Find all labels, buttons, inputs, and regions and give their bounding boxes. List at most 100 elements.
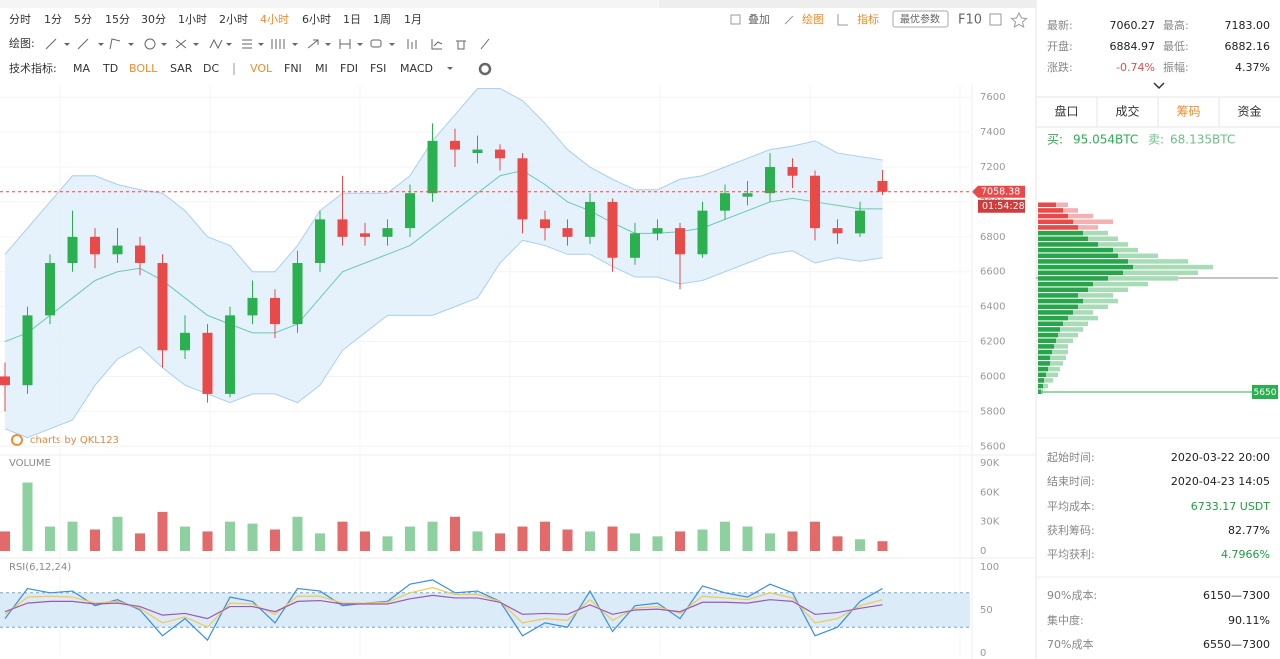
indicator[interactable]: VOL [250,62,273,75]
interval[interactable]: 分时 [9,13,31,26]
boll-lower [4,239,883,439]
chip-bar [1038,242,1098,247]
quote-label: 涨跌: [1047,60,1073,74]
interval[interactable]: 4小时 [260,13,289,26]
volume-bar [450,516,460,551]
indicator[interactable]: MI [315,62,328,75]
stat-value: 6550—7300 [1203,638,1270,651]
button-label[interactable]: 最优参数 [900,13,940,26]
interval[interactable]: 6小时 [302,13,331,26]
volume-bar [315,533,325,551]
sell-value: 68.135BTC [1170,133,1235,147]
interval[interactable]: 2小时 [219,13,248,26]
tab[interactable]: 盘口 [1054,104,1078,119]
volume-bar [517,526,528,551]
interval[interactable]: 1分 [44,13,62,26]
interval[interactable]: 5分 [74,13,92,26]
interval[interactable]: 15分 [105,13,130,26]
draw-tools[interactable] [45,38,490,50]
stat-value: 82.77% [1228,524,1270,537]
indicator[interactable]: DC [203,62,219,75]
candle-body [22,315,33,386]
stat-label: 平均获利: [1047,548,1095,561]
y-tick-label: 6800 [980,232,1005,243]
best-params-button[interactable] [892,10,949,28]
buy-label: 买: [1047,133,1063,147]
interval[interactable]: 1小时 [178,13,207,26]
settings-icon[interactable] [478,62,492,76]
y-tick-label: 60K [980,487,1000,498]
volume-title: VOLUME [9,458,51,469]
stat-label: 集中度: [1047,613,1084,627]
candle-body [405,193,415,229]
candle-body [720,193,730,211]
candle-body [697,210,708,255]
volume-bar [22,482,33,551]
interval[interactable]: 1月 [404,13,422,26]
stat-value: 2020-03-22 20:00 [1171,451,1270,464]
chip-bar [1038,202,1056,207]
top-icons[interactable] [730,11,1028,29]
buy-value: 95.054BTC [1073,133,1138,147]
interval[interactable]: 1日 [343,13,361,26]
indicator[interactable]: MA [73,62,90,75]
chip-bar [1038,361,1050,366]
chip-bar [1038,338,1056,343]
tab[interactable]: 资金 [1237,104,1261,119]
candle-body [0,376,10,386]
chip-bar [1038,355,1050,360]
chip-bar [1038,208,1063,213]
candle-body [810,175,820,229]
tool[interactable]: 绘图 [802,12,824,26]
expand-chevron[interactable] [1153,82,1165,90]
quote-label: 最新: [1047,18,1073,32]
interval[interactable]: 1周 [373,13,391,26]
tab[interactable]: 成交 [1115,104,1139,119]
indicator[interactable]: SAR [170,62,193,75]
indicator[interactable]: FNI [284,62,302,75]
indicator[interactable]: FDI [340,62,358,75]
top-strip [0,0,1036,8]
chip-bar [1038,372,1046,377]
y-tick-label: 100 [980,562,999,573]
volume-bar [427,521,438,551]
indicator[interactable]: BOLL [129,62,158,75]
chip-bar [1038,287,1088,292]
volume-bar [135,533,145,551]
volume-bar [697,529,708,551]
chip-bar [1038,321,1063,326]
chip-bar [1038,378,1044,383]
countdown-tag [978,199,1025,213]
volume-bar [405,526,415,551]
chip-bar [1038,276,1108,281]
indicator[interactable]: MACD [400,62,433,75]
candle-body [337,219,348,237]
volume-bar [270,529,280,551]
volume-bar [540,521,550,551]
chip-bar [1038,247,1113,253]
stat-value: 4.7966% [1221,548,1270,561]
candle-body [517,158,528,220]
indicator[interactable]: FSI [370,62,386,75]
volume-bar [585,531,595,551]
tab[interactable]: 筹码 [1176,105,1200,119]
watermark-icon [11,434,23,446]
chip-bar-light [1038,372,1058,377]
stat-label: 获利筹码: [1047,523,1095,537]
chip-bar [1038,332,1058,338]
quote-value: -0.74% [1116,61,1155,74]
volume-bar [112,516,123,551]
rsi-title: RSI(6,12,24) [9,562,71,573]
f10[interactable]: F10 [958,13,982,28]
tool[interactable]: 指标 [857,12,879,26]
tool[interactable]: 叠加 [748,13,770,26]
chip-bar-light [1038,219,1113,224]
boll-mid [4,169,883,343]
stat-label: 平均成本: [1047,499,1095,513]
candle-body [180,332,190,351]
draw-tool-carets[interactable] [64,43,453,70]
interval[interactable]: 30分 [141,13,166,26]
indicator[interactable]: TD [102,62,118,75]
volume-bar [787,531,798,551]
y-tick-label: 5600 [980,441,1005,452]
